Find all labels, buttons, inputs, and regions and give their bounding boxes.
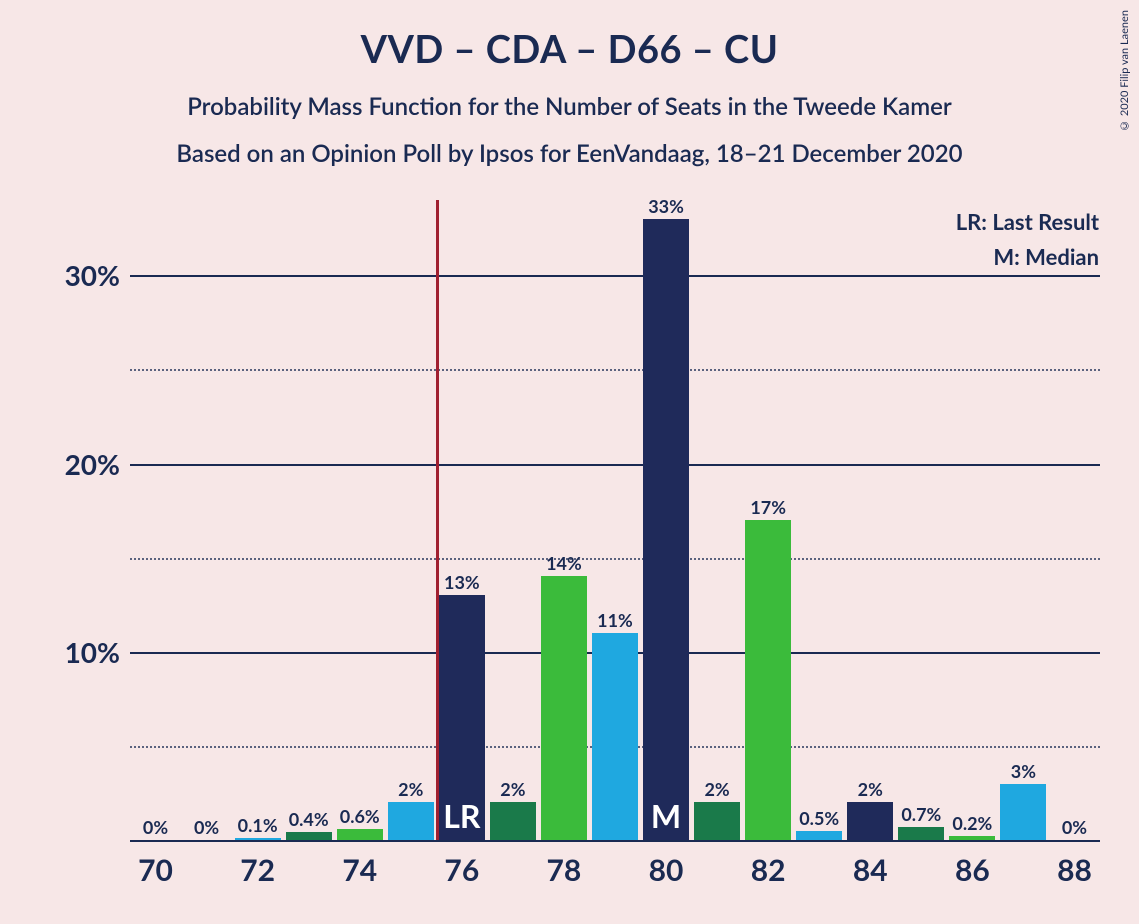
x-tick-label: 86	[955, 852, 990, 888]
bar-annotation: M	[651, 796, 681, 835]
bar-value-label: 0.4%	[289, 808, 329, 830]
x-axis	[130, 840, 1100, 842]
x-tick-label: 84	[853, 852, 888, 888]
bar-value-label: 0.1%	[238, 814, 278, 836]
chart-subtitle-1: Probability Mass Function for the Number…	[0, 92, 1139, 121]
bar	[796, 831, 842, 840]
bar-value-label: 17%	[750, 496, 786, 518]
bar	[490, 802, 536, 840]
chart-subtitle-2: Based on an Opinion Poll by Ipsos for Ee…	[0, 139, 1139, 168]
bar	[286, 832, 332, 840]
bar-value-label: 0.2%	[952, 812, 992, 834]
bar-value-label: 2%	[704, 778, 729, 800]
gridline-major	[130, 464, 1100, 466]
copyright-label: © 2020 Filip van Laenen	[1118, 10, 1131, 132]
bar	[541, 576, 587, 840]
y-tick-label: 20%	[50, 447, 120, 481]
x-tick-label: 80	[649, 852, 684, 888]
bar	[847, 802, 893, 840]
bar-value-label: 11%	[597, 609, 633, 631]
bar	[745, 520, 791, 840]
bar	[337, 829, 383, 840]
bar	[694, 802, 740, 840]
x-tick-label: 76	[444, 852, 479, 888]
bar-value-label: 2%	[500, 778, 525, 800]
bar-value-label: 33%	[648, 195, 684, 217]
bar-value-label: 14%	[546, 552, 582, 574]
bar-value-label: 2%	[858, 778, 883, 800]
bar-value-label: 13%	[444, 571, 480, 593]
gridline-minor	[130, 558, 1100, 560]
bar	[643, 219, 689, 840]
y-tick-label: 10%	[50, 635, 120, 669]
x-tick-label: 88	[1057, 852, 1092, 888]
chart-title: VVD – CDA – D66 – CU	[0, 0, 1139, 72]
bar	[1000, 784, 1046, 840]
x-tick-label: 72	[240, 852, 275, 888]
bar-value-label: 0.5%	[799, 807, 839, 829]
bar-annotation: LR	[443, 796, 480, 835]
bar-value-label: 0.6%	[340, 805, 380, 827]
bar	[388, 802, 434, 840]
y-tick-label: 30%	[50, 258, 120, 292]
bar	[592, 633, 638, 840]
chart-plot-area: 10%20%30%0%0%0.1%0.4%0.6%2%13%LR2%14%11%…	[130, 200, 1100, 900]
gridline-minor	[130, 369, 1100, 371]
x-tick-label: 78	[547, 852, 582, 888]
gridline-major	[130, 275, 1100, 277]
bar-value-label: 2%	[398, 778, 423, 800]
x-tick-label: 74	[342, 852, 377, 888]
bar-value-label: 0%	[143, 816, 168, 838]
bar-value-label: 3%	[1011, 760, 1036, 782]
x-tick-label: 82	[751, 852, 786, 888]
x-tick-label: 70	[138, 852, 173, 888]
bar-value-label: 0%	[194, 816, 219, 838]
bar	[898, 827, 944, 840]
bar-value-label: 0%	[1062, 816, 1087, 838]
bar-value-label: 0.7%	[901, 803, 941, 825]
